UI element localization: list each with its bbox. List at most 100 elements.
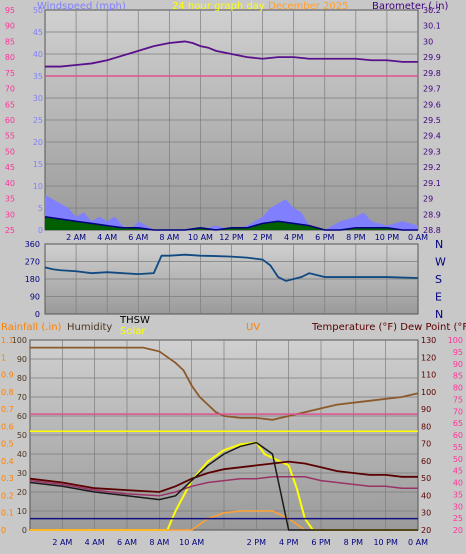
rain-tick-label: 1.1 — [1, 336, 14, 345]
wind-kmh-tick-label: 45 — [5, 163, 15, 172]
wind-kmh-tick-label: 90 — [5, 22, 15, 31]
x-tick-label: 2 PM — [253, 233, 272, 242]
wind-tick-label: 5 — [38, 204, 43, 213]
x-tick-label: 2 AM — [66, 233, 86, 242]
barometer-tick-label: 29.2 — [423, 163, 441, 172]
x-tick-label: 8 AM — [159, 233, 179, 242]
rain-tick-label: 0.1 — [1, 509, 14, 518]
uv-tick-label: 80 — [421, 422, 431, 431]
x-tick-label: 4 AM — [85, 538, 105, 547]
compass-tick-label: W — [435, 256, 446, 269]
compass-tick-label: N — [435, 308, 443, 321]
wind-tick-label: 25 — [33, 116, 43, 125]
barometer-tick-label: 29.5 — [423, 116, 441, 125]
temperature-tick-label: 35 — [453, 490, 463, 499]
rain-tick-label: 0.7 — [1, 405, 14, 414]
compass-tick-label: N — [435, 238, 443, 251]
temperature-tick-label: 60 — [453, 431, 463, 440]
wind-kmh-tick-label: 75 — [5, 69, 15, 78]
barometer-line — [45, 40, 418, 68]
uv-label: UV — [246, 322, 260, 333]
wind-kmh-tick-label: 40 — [5, 179, 15, 188]
x-tick-label: 2 AM — [52, 538, 72, 547]
wind-tick-label: 45 — [33, 28, 43, 37]
wind-gust-area — [45, 216, 418, 230]
wind-kmh-tick-label: 80 — [5, 53, 15, 62]
rain-tick-label: 0.6 — [1, 422, 14, 431]
uv-tick-label: 30 — [421, 509, 431, 518]
wind-direction-line — [44, 253, 419, 282]
date-title: December 2025 — [268, 1, 348, 12]
wind-tick-label: 10 — [33, 182, 43, 191]
wind-kmh-tick-label: 55 — [5, 132, 15, 141]
temperature-tick-label: 50 — [453, 455, 463, 464]
wind-kmh-tick-label: 60 — [5, 116, 15, 125]
barometer-tick-label: 29.7 — [423, 85, 441, 94]
x-tick-label: 2 PM — [247, 538, 266, 547]
wind-kmh-tick-label: 65 — [5, 100, 15, 109]
thsw-line — [29, 441, 418, 531]
temperature-tick-label: 75 — [453, 395, 463, 404]
humidity-tick-label: 0 — [22, 526, 27, 535]
humidity-tick-label: 30 — [17, 469, 27, 478]
temperature-tick-label: 55 — [453, 443, 463, 452]
uv-tick-label: 130 — [421, 336, 436, 345]
wind-kmh-tick-label: 50 — [5, 147, 15, 156]
x-tick-label: 10 PM — [375, 233, 400, 242]
barometer-title: Barometer (.in) — [372, 1, 448, 12]
x-tick-label: 6 AM — [128, 233, 148, 242]
temperature-tick-label: 45 — [453, 467, 463, 476]
wind-tick-label: 15 — [33, 160, 43, 169]
humidity-tick-label: 80 — [17, 374, 27, 383]
humidity-tick-label: 60 — [17, 412, 27, 421]
rain-tick-label: 1 — [1, 353, 6, 362]
barometer-tick-label: 28.9 — [423, 210, 441, 219]
barometer-tick-label: 29.9 — [423, 53, 441, 62]
wind-tick-label: 35 — [33, 72, 43, 81]
barometer-tick-label: 30 — [423, 37, 433, 46]
barometer-tick-label: 30.2 — [423, 6, 441, 15]
period-title: 24 hour graph day — [172, 1, 265, 12]
uv-tick-label: 50 — [421, 474, 431, 483]
direction-tick-label: 180 — [25, 275, 40, 284]
temperature-tick-label: 85 — [453, 372, 463, 381]
humidity-tick-label: 90 — [17, 355, 27, 364]
uv-tick-label: 70 — [421, 440, 431, 449]
uv-tick-label: 20 — [421, 526, 431, 535]
uv-tick-label: 60 — [421, 457, 431, 466]
x-tick-label: 8 PM — [346, 233, 365, 242]
direction-tick-label: 360 — [25, 240, 40, 249]
uv-tick-label: 120 — [421, 353, 436, 362]
uv-tick-label: 40 — [421, 491, 431, 500]
solar-label: Solar — [120, 326, 146, 337]
temperature-tick-label: 20 — [453, 526, 463, 535]
humidity-line — [30, 346, 419, 421]
x-tick-label: 6 AM — [117, 538, 137, 547]
rain-tick-label: 0.8 — [1, 388, 14, 397]
wind-kmh-tick-label: 85 — [5, 37, 15, 46]
barometer-tick-label: 29 — [423, 195, 433, 204]
temperature-tick-label: 95 — [453, 348, 463, 357]
humidity-tick-label: 20 — [17, 488, 27, 497]
rain-tick-label: 0.2 — [1, 491, 14, 500]
wind-tick-label: 0 — [38, 226, 43, 235]
wind-speed-area — [45, 194, 418, 230]
temperature-tick-label: 90 — [453, 360, 463, 369]
temperature-line — [29, 460, 418, 493]
temperature-tick-label: 40 — [453, 479, 463, 488]
rain-tick-label: 0.3 — [1, 474, 14, 483]
direction-tick-label: 270 — [25, 258, 40, 267]
barometer-tick-label: 28.8 — [423, 226, 441, 235]
barometer-tick-label: 29.4 — [423, 132, 441, 141]
direction-tick-label: 0 — [35, 310, 40, 319]
temperature-tick-label: 80 — [453, 384, 463, 393]
thsw-label: THSW — [119, 315, 150, 326]
solar-line — [30, 441, 418, 531]
humidity-tick-label: 100 — [12, 336, 27, 345]
rain-tick-label: 0 — [1, 526, 6, 535]
wind-kmh-tick-label: 70 — [5, 85, 15, 94]
wind-title: Windspeed (mph) — [37, 1, 126, 12]
wind-kmh-tick-label: 25 — [5, 226, 15, 235]
